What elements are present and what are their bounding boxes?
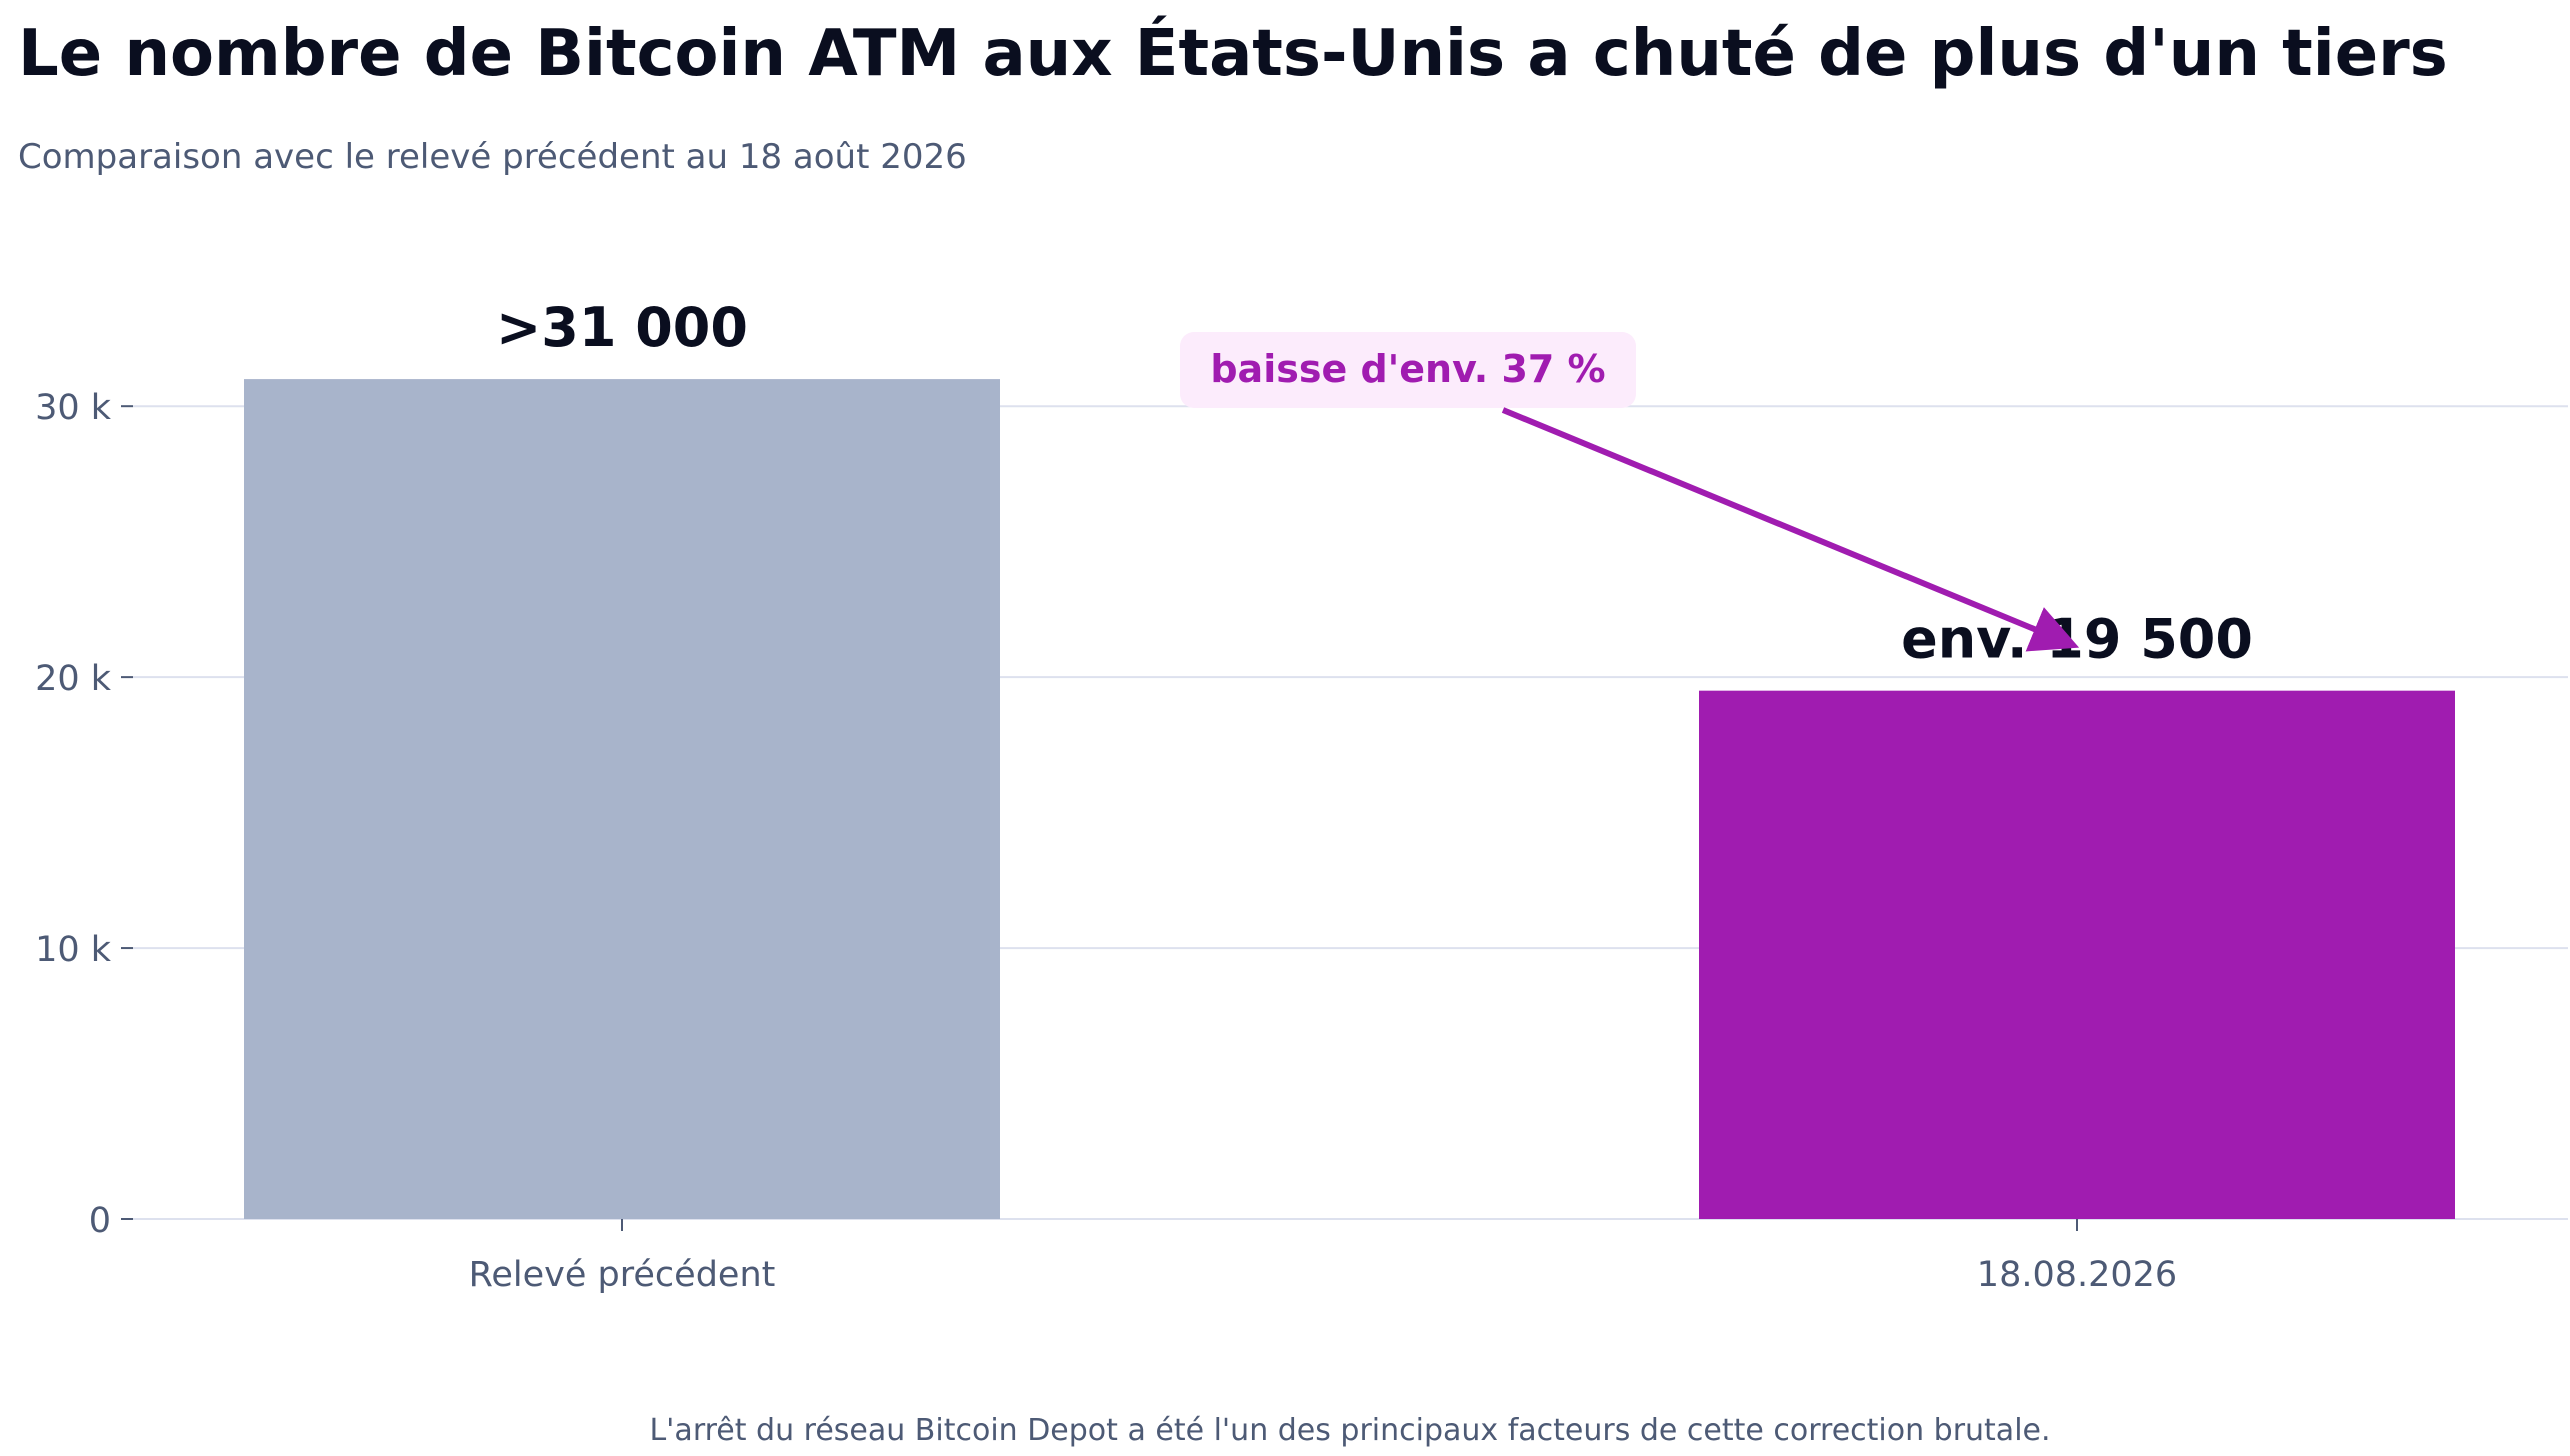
- annotation-label: baisse d'env. 37 %: [1210, 347, 1605, 391]
- y-tick-label-3: 30 k: [35, 388, 112, 428]
- x-tick-label-1: 18.08.2026: [1977, 1255, 2177, 1295]
- drop-annotation: baisse d'env. 37 %: [1180, 332, 2080, 652]
- chart-title: Le nombre de Bitcoin ATM aux États-Unis …: [18, 15, 2448, 91]
- value-label-0: >31 000: [496, 296, 748, 359]
- x-tick-label-0: Relevé précédent: [469, 1255, 776, 1295]
- chart-subtitle: Comparaison avec le relevé précédent au …: [18, 137, 967, 177]
- y-tick-label-0: 0: [89, 1201, 111, 1241]
- value-label-1: env. 19 500: [1901, 608, 2253, 671]
- bars: [244, 379, 2455, 1219]
- bar-1: [1699, 690, 2455, 1219]
- annotation-box: [1180, 332, 1636, 408]
- annotation-arrow: [1501, 407, 2080, 652]
- chart-footnote: L'arrêt du réseau Bitcoin Depot a été l'…: [649, 1413, 2050, 1448]
- y-tick-label-2: 20 k: [35, 659, 112, 699]
- x-axis-ticks: Relevé précédent 18.08.2026: [469, 1219, 2177, 1295]
- bar-0: [244, 379, 1000, 1219]
- value-labels: >31 000 env. 19 500: [496, 296, 2253, 671]
- y-tick-label-1: 10 k: [35, 930, 112, 970]
- y-axis-ticks: 0 10 k 20 k 30 k: [35, 388, 133, 1241]
